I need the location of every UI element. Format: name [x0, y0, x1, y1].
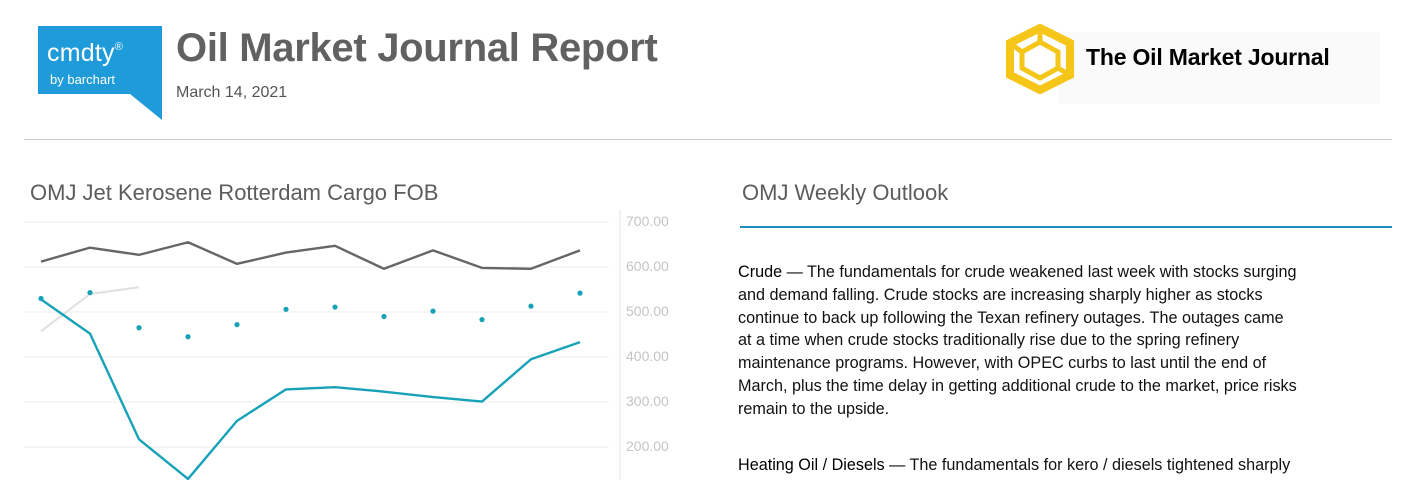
series-point [332, 304, 338, 310]
logo-background [1058, 32, 1380, 104]
paragraph-heading: Heating Oil / Diesels [738, 456, 885, 474]
outlook-divider [740, 226, 1392, 228]
paragraph-line: — The fundamentals for crude weakened la… [782, 263, 1297, 281]
chart-title: OMJ Jet Kerosene Rotterdam Cargo FOB [30, 180, 439, 205]
y-tick-label: 500.00 [626, 303, 669, 319]
series-point [38, 295, 44, 302]
series-line [40, 241, 581, 270]
oil-market-journal-logo: The Oil Market Journal [1002, 24, 1382, 106]
paragraph-line: — The fundamentals for kero / diesels ti… [884, 456, 1291, 474]
report-date: March 14, 2021 [176, 84, 288, 101]
series-point [479, 317, 485, 323]
series-point [528, 303, 534, 309]
paragraph-line: maintenance programs. However, with OPEC… [738, 354, 1267, 373]
series-point [87, 290, 93, 296]
series-point [234, 322, 240, 328]
cmdty-logo-badge [38, 26, 162, 120]
series-point [577, 290, 583, 296]
series-point [283, 306, 289, 312]
paragraph-line: remain to the upside. [738, 399, 890, 418]
paragraph-line: March, plus the time delay in getting ad… [738, 376, 1297, 395]
paragraph-line: and demand falling. Crude stocks are inc… [738, 285, 1263, 304]
y-tick-label: 600.00 [626, 258, 669, 274]
series-point [430, 308, 436, 314]
y-tick-label: 700.00 [626, 213, 669, 229]
paragraph-line: at a time when crude stocks traditionall… [738, 331, 1240, 350]
y-tick-label: 300.00 [626, 393, 669, 409]
outlook-paragraph-heating-oil: Heating Oil / Diesels — The fundamentals… [738, 454, 1398, 477]
y-tick-label: 400.00 [626, 348, 669, 364]
cmdty-logo-tagline: by barchart [50, 72, 116, 87]
y-tick-label: 200.00 [626, 438, 669, 454]
series-line [40, 298, 581, 480]
publisher-name: The Oil Market Journal [1086, 44, 1330, 70]
paragraph-line: continue to back up following the Texan … [738, 308, 1284, 327]
outlook-paragraph-crude: Crude — The fundamentals for crude weake… [738, 261, 1398, 421]
paragraph-heading: Crude [738, 263, 783, 281]
header-divider [24, 139, 1392, 140]
series-point [185, 334, 191, 340]
series-point [381, 313, 387, 320]
series-point [136, 325, 142, 331]
cmdty-logo: cmdty® by barchart [38, 26, 162, 120]
outlook-title: OMJ Weekly Outlook [742, 180, 949, 205]
page-title: Oil Market Journal Report [176, 26, 658, 70]
cmdty-logo-text: cmdty® [47, 39, 123, 67]
yellow-hexagon-icon [1006, 24, 1074, 94]
price-chart: 700.00 600.00 500.00 400.00 300.00 200.00 [24, 210, 669, 480]
